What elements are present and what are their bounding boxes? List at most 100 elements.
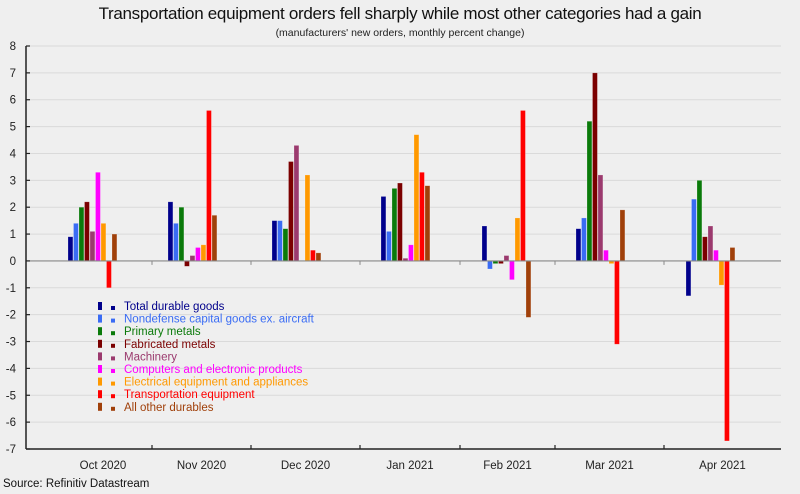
bar-transportation-equipment-mar-2021 xyxy=(614,260,620,345)
bar-all-other-durables-mar-2021 xyxy=(619,209,626,262)
y-tick-label: -3 xyxy=(6,337,16,349)
legend-label: Machinery xyxy=(124,351,177,363)
legend-item: Computers and electronic products xyxy=(98,364,303,376)
bar-computers-and-electronic-products-nov-2020 xyxy=(195,247,201,262)
x-tick-label: Oct 2020 xyxy=(80,460,127,472)
source-note: Source: Refinitiv Datastream xyxy=(3,478,150,490)
legend-label: Nondefense capital goods ex. aircraft xyxy=(124,314,315,326)
legend-item: All other durables xyxy=(98,402,214,414)
bar-nondefense-capital-goods-ex-aircraft-jan-2021 xyxy=(386,231,392,262)
y-tick-label: -5 xyxy=(6,390,16,402)
legend-item: Fabricated metals xyxy=(98,339,216,351)
y-tick-label: -1 xyxy=(6,283,16,295)
x-tick-label: Mar 2021 xyxy=(585,460,634,472)
bar-primary-metals-mar-2021 xyxy=(586,120,593,262)
bar-machinery-dec-2020 xyxy=(293,145,300,262)
bar-primary-metals-jan-2021 xyxy=(391,188,398,262)
legend-item: Machinery xyxy=(98,351,177,363)
bar-computers-and-electronic-products-oct-2020 xyxy=(95,171,101,262)
x-tick-label: Feb 2021 xyxy=(483,460,532,472)
bar-electrical-equipment-and-appliances-apr-2021 xyxy=(718,260,725,286)
bar-electrical-equipment-and-appliances-nov-2020 xyxy=(200,244,207,262)
legend-item: Nondefense capital goods ex. aircraft xyxy=(98,314,315,326)
legend-label: All other durables xyxy=(124,402,214,414)
y-tick-label: 3 xyxy=(10,175,16,187)
x-tick-label: Apr 2021 xyxy=(699,460,746,472)
y-tick-label: 6 xyxy=(10,95,16,107)
bar-nondefense-capital-goods-ex-aircraft-dec-2020 xyxy=(277,220,283,262)
legend-label: Primary metals xyxy=(124,326,201,338)
y-tick-label: 0 xyxy=(10,256,16,268)
y-tick-label: 5 xyxy=(10,122,16,134)
legend-swatch-small xyxy=(111,406,115,411)
legend-item: Electrical equipment and appliances xyxy=(98,377,308,389)
bar-primary-metals-oct-2020 xyxy=(78,206,85,262)
legend-swatch-small xyxy=(111,331,115,336)
bar-electrical-equipment-and-appliances-dec-2020 xyxy=(304,174,311,262)
bar-nondefense-capital-goods-ex-aircraft-apr-2021 xyxy=(691,198,697,262)
bar-transportation-equipment-feb-2021 xyxy=(520,110,526,262)
bar-transportation-equipment-oct-2020 xyxy=(106,260,112,289)
legend-swatch xyxy=(98,314,102,323)
bar-fabricated-metals-dec-2020 xyxy=(288,161,294,262)
bar-electrical-equipment-and-appliances-jan-2021 xyxy=(413,134,420,262)
chart-subtitle: (manufacturers' new orders, monthly perc… xyxy=(275,27,525,39)
y-tick-label: 2 xyxy=(10,202,16,214)
bars xyxy=(67,72,736,442)
legend-swatch xyxy=(98,339,102,348)
bar-computers-and-electronic-products-apr-2021 xyxy=(713,249,719,262)
legend-swatch xyxy=(98,402,102,411)
bar-machinery-feb-2021 xyxy=(503,255,510,262)
y-tick-label: -6 xyxy=(6,417,16,429)
bar-total-durable-goods-jan-2021 xyxy=(380,196,387,262)
bar-total-durable-goods-dec-2020 xyxy=(271,220,278,262)
bar-all-other-durables-jan-2021 xyxy=(424,185,431,262)
bar-transportation-equipment-nov-2020 xyxy=(206,110,212,262)
legend-label: Fabricated metals xyxy=(124,339,216,351)
bar-all-other-durables-oct-2020 xyxy=(111,233,118,262)
bar-machinery-oct-2020 xyxy=(89,231,96,262)
bar-primary-metals-dec-2020 xyxy=(282,228,289,262)
legend-swatch-small xyxy=(111,318,115,323)
bar-fabricated-metals-nov-2020 xyxy=(184,260,190,267)
bar-transportation-equipment-jan-2021 xyxy=(419,171,425,262)
y-tick-label: 8 xyxy=(10,41,16,53)
bar-machinery-apr-2021 xyxy=(707,225,714,262)
bar-fabricated-metals-mar-2021 xyxy=(592,72,598,262)
bar-all-other-durables-dec-2020 xyxy=(315,252,322,262)
legend-swatch xyxy=(98,302,102,310)
bar-electrical-equipment-and-appliances-feb-2021 xyxy=(514,217,521,262)
legend-swatch xyxy=(98,365,102,373)
bar-total-durable-goods-feb-2021 xyxy=(481,225,488,262)
legend-swatch-small xyxy=(111,369,115,373)
bar-all-other-durables-apr-2021 xyxy=(729,247,736,262)
bar-all-other-durables-feb-2021 xyxy=(525,260,532,318)
legend-item: Transportation equipment xyxy=(98,389,255,401)
bar-nondefense-capital-goods-ex-aircraft-nov-2020 xyxy=(173,223,179,262)
legend-item: Primary metals xyxy=(98,326,201,338)
y-tick-label: 7 xyxy=(10,68,16,80)
legend-label: Total durable goods xyxy=(124,301,225,313)
y-tick-label: -2 xyxy=(6,310,16,322)
legend-swatch-small xyxy=(111,306,115,310)
bar-total-durable-goods-mar-2021 xyxy=(575,228,582,262)
legend-swatch xyxy=(98,390,102,399)
legend-swatch xyxy=(98,352,102,361)
bar-total-durable-goods-oct-2020 xyxy=(67,236,74,262)
y-tick-label: -7 xyxy=(6,444,16,456)
legend-swatch-small xyxy=(111,381,115,386)
bar-electrical-equipment-and-appliances-oct-2020 xyxy=(100,223,107,262)
bar-all-other-durables-nov-2020 xyxy=(211,214,218,262)
bar-transportation-equipment-apr-2021 xyxy=(724,260,730,442)
bar-machinery-mar-2021 xyxy=(597,174,604,262)
bar-computers-and-electronic-products-feb-2021 xyxy=(509,260,515,281)
legend-swatch-small xyxy=(111,356,115,361)
bar-primary-metals-nov-2020 xyxy=(178,206,185,262)
legend-label: Transportation equipment xyxy=(124,389,255,401)
x-tick-label: Jan 2021 xyxy=(386,460,433,472)
bar-fabricated-metals-oct-2020 xyxy=(84,201,90,262)
bar-nondefense-capital-goods-ex-aircraft-oct-2020 xyxy=(73,223,79,262)
gridlines xyxy=(26,45,781,423)
